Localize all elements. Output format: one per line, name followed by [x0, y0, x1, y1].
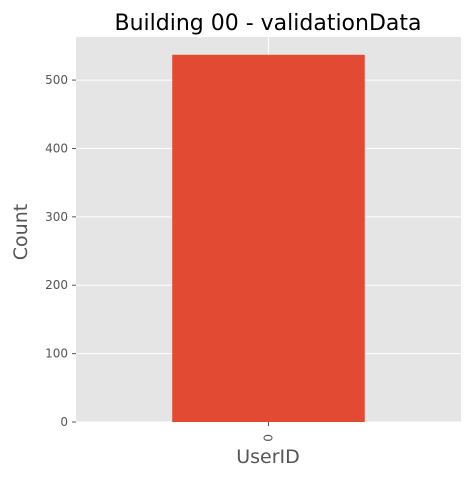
bars	[172, 54, 365, 422]
y-tick-label: 400	[45, 141, 68, 155]
y-tick-label: 0	[60, 415, 68, 429]
y-tick-label: 300	[45, 210, 68, 224]
x-tick-label: 0	[262, 434, 276, 442]
y-axis-ticks: 0 100 200 300 400 500	[45, 73, 76, 429]
x-axis-ticks: 0	[262, 422, 276, 442]
y-tick-label: 500	[45, 73, 68, 87]
y-axis-label: Count	[10, 204, 32, 260]
y-tick-label: 100	[45, 347, 68, 361]
bar-0	[172, 54, 365, 422]
y-tick-label: 200	[45, 278, 68, 292]
chart-title: Building 00 - validationData	[114, 11, 421, 36]
x-axis-label: UserID	[236, 446, 300, 468]
